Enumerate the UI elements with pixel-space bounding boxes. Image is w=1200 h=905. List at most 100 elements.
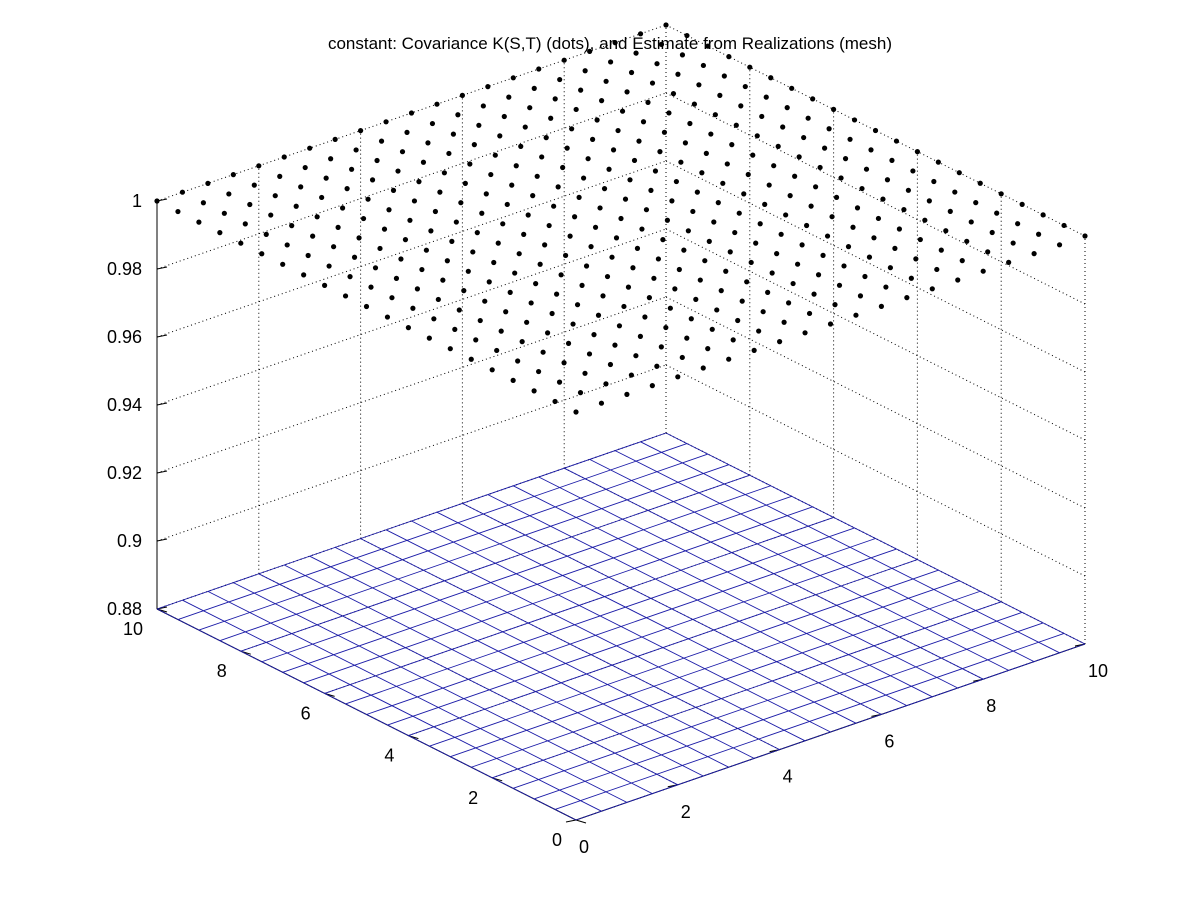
covariance-dot: [510, 75, 516, 81]
covariance-dot: [618, 215, 624, 222]
covariance-dot: [637, 333, 644, 339]
covariance-dot: [217, 230, 223, 236]
covariance-dot: [931, 178, 937, 185]
mesh-line: [198, 453, 709, 631]
covariance-dot: [754, 133, 760, 139]
covariance-dot: [732, 229, 738, 236]
covariance-dot: [660, 237, 666, 243]
covariance-dot: [410, 305, 416, 311]
covariance-dot: [402, 237, 409, 243]
covariance-dot: [556, 379, 563, 385]
covariance-dot: [597, 205, 603, 211]
covariance-dot: [654, 363, 660, 369]
covariance-dot: [314, 214, 320, 220]
covariance-dot: [516, 251, 522, 257]
covariance-dot: [655, 256, 662, 262]
covariance-dot: [604, 273, 611, 280]
covariance-dot: [922, 217, 928, 223]
covariance-dot: [450, 131, 456, 137]
covariance-dot: [431, 316, 437, 322]
covariance-dot: [621, 303, 627, 310]
covariance-dot: [503, 309, 509, 315]
z-tick-label: 0.92: [107, 463, 142, 483]
covariance-dot: [552, 96, 558, 102]
covariance-dot: [694, 189, 700, 195]
mesh-line: [589, 458, 1009, 671]
covariance-dot: [726, 356, 732, 362]
covariance-dot: [536, 368, 542, 375]
covariance-dot: [883, 284, 889, 290]
covariance-dot: [633, 353, 639, 359]
covariance-dot: [494, 347, 500, 354]
covariance-dot: [679, 354, 685, 361]
covariance-dot: [784, 105, 790, 111]
covariance-dot: [910, 168, 916, 174]
covariance-dot: [284, 242, 290, 248]
covariance-dot: [805, 115, 811, 121]
covariance-dot: [603, 78, 609, 84]
z-tick: [156, 334, 168, 338]
covariance-dot: [332, 136, 338, 142]
covariance-dot: [533, 281, 539, 287]
covariance-dot: [691, 101, 698, 107]
covariance-dot: [690, 208, 696, 215]
covariance-dot: [721, 73, 727, 79]
covariance-dot: [871, 235, 877, 241]
covariance-dot: [670, 91, 677, 97]
x-tick-label: 8: [986, 696, 996, 716]
covariance-dot: [802, 330, 808, 336]
covariance-dot: [769, 270, 775, 276]
covariance-dot: [459, 92, 465, 98]
covariance-dot: [778, 231, 784, 237]
covariance-dot: [349, 166, 355, 172]
covariance-dot: [943, 228, 949, 234]
covariance-dot: [675, 71, 681, 77]
covariance-dot: [702, 258, 708, 264]
covariance-dot: [335, 224, 341, 230]
covariance-dot: [866, 254, 873, 260]
covariance-dot: [429, 120, 436, 127]
y-tick-label: 8: [217, 661, 227, 681]
covariance-dot: [780, 124, 786, 130]
mesh-line: [219, 464, 729, 642]
covariance-dot: [862, 273, 868, 280]
covariance-dot: [196, 219, 202, 225]
covariance-dot: [771, 163, 777, 169]
covariance-dot: [563, 252, 569, 259]
covariance-dot: [259, 251, 265, 257]
covariance-dot: [904, 295, 910, 301]
covariance-dot: [408, 110, 415, 116]
covariance-dot: [651, 275, 657, 281]
mesh-line: [640, 441, 1060, 654]
covariance-dot: [479, 210, 485, 216]
covariance-dot: [901, 207, 907, 213]
covariance-dot: [549, 310, 555, 317]
covariance-dot: [1006, 259, 1012, 265]
grid-line: [156, 228, 667, 406]
covariance-dot: [560, 164, 566, 171]
covariance-dot: [729, 142, 735, 148]
mesh-line: [282, 495, 792, 673]
covariance-dot: [473, 337, 479, 343]
covariance-dot: [715, 200, 721, 206]
covariance-dot: [419, 266, 425, 273]
covariance-dot: [675, 374, 681, 380]
covariance-dot: [226, 191, 232, 197]
covariance-dot: [642, 314, 648, 320]
covariance-dot: [989, 229, 995, 236]
covariance-dot: [483, 191, 489, 197]
covariance-dot: [386, 207, 392, 213]
covariance-dot: [774, 251, 780, 257]
z-tick-label: 0.98: [107, 259, 142, 279]
covariance-dot: [820, 252, 826, 258]
covariance-dot: [435, 296, 441, 303]
covariance-dot: [447, 346, 453, 352]
covariance-dot: [681, 247, 687, 253]
covariance-dot: [369, 177, 376, 183]
covariance-dot: [365, 196, 371, 202]
covariance-dot: [977, 180, 983, 186]
covariance-dot: [841, 263, 847, 269]
covariance-dot: [608, 59, 614, 65]
covariance-dot: [268, 212, 274, 218]
